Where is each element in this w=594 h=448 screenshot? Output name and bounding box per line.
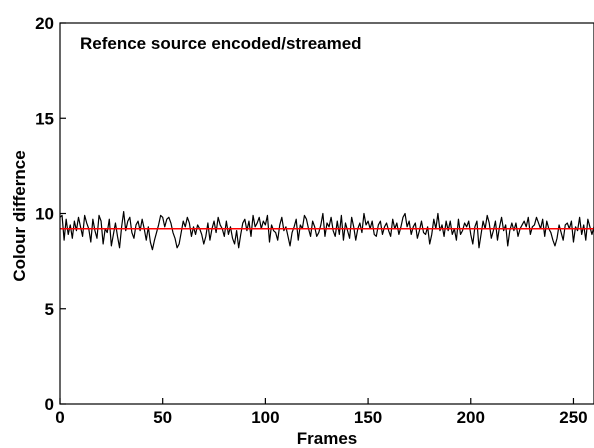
y-tick-label: 20	[35, 14, 54, 33]
y-tick-label: 15	[35, 109, 54, 128]
x-tick-label: 150	[354, 408, 382, 427]
x-tick-label: 0	[55, 408, 64, 427]
x-tick-label: 250	[559, 408, 587, 427]
y-tick-label: 10	[35, 205, 54, 224]
series-line-colour-difference	[59, 210, 594, 251]
y-tick-label: 0	[45, 395, 54, 414]
tick-layer: 0 50 100 150 200 250 0 5 10 15 20	[35, 14, 588, 427]
x-axis-title: Frames	[297, 429, 357, 448]
x-tick-label: 100	[251, 408, 279, 427]
y-tick-label: 5	[45, 300, 54, 319]
x-tick-label: 50	[153, 408, 172, 427]
series-layer	[59, 210, 594, 251]
chart-title: Refence source encoded/streamed	[80, 34, 362, 53]
plot-frame	[59, 22, 594, 405]
y-axis-title: Colour differnce	[10, 150, 29, 281]
x-tick-label: 200	[457, 408, 485, 427]
